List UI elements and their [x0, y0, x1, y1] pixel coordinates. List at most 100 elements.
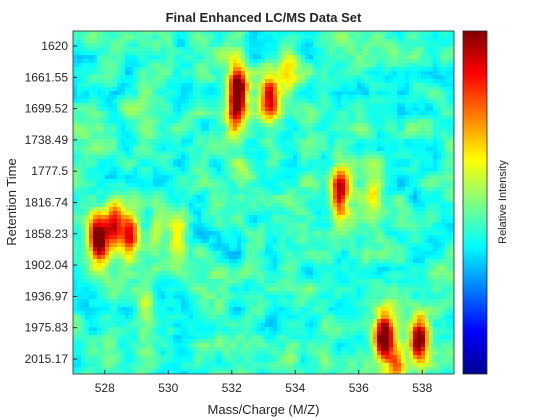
heatmap-cell — [109, 143, 114, 148]
heatmap-cell — [101, 83, 106, 88]
heatmap-cell — [421, 231, 426, 236]
heatmap-cell — [385, 195, 390, 200]
heatmap-cell — [381, 51, 386, 56]
heatmap-cell — [165, 207, 170, 212]
heatmap-cell — [333, 139, 338, 144]
heatmap-cell — [249, 31, 254, 36]
heatmap-cell — [353, 135, 358, 140]
heatmap-cell — [241, 231, 246, 236]
heatmap-cell — [429, 223, 434, 228]
heatmap-cell — [81, 159, 86, 164]
heatmap-cell — [249, 55, 254, 60]
heatmap-cell — [321, 63, 326, 68]
heatmap-cell — [393, 227, 398, 232]
heatmap-cell — [441, 207, 446, 212]
heatmap-cell — [249, 159, 254, 164]
heatmap-cell — [85, 239, 90, 244]
heatmap-cell — [93, 155, 98, 160]
heatmap-cell — [209, 115, 214, 120]
heatmap-cell — [437, 235, 442, 240]
heatmap-cell — [249, 151, 254, 156]
heatmap-cell — [417, 183, 422, 188]
heatmap-cell — [73, 227, 78, 232]
heatmap-cell — [173, 59, 178, 64]
heatmap-cell — [377, 139, 382, 144]
heatmap-cell — [325, 171, 330, 176]
heatmap-cell — [261, 171, 266, 176]
heatmap-cell — [385, 123, 390, 128]
heatmap-cell — [205, 39, 210, 44]
heatmap-cell — [361, 203, 366, 208]
heatmap-cell — [417, 187, 422, 192]
heatmap-cell — [321, 123, 326, 128]
heatmap-cell — [309, 159, 314, 164]
heatmap-cell — [121, 195, 126, 200]
heatmap-cell — [365, 151, 370, 156]
heatmap-cell — [121, 91, 126, 96]
heatmap-cell — [441, 135, 446, 140]
heatmap-cell — [385, 75, 390, 80]
heatmap-cell — [281, 159, 286, 164]
heatmap-cell — [257, 59, 262, 64]
heatmap-cell — [301, 143, 306, 148]
heatmap-cell — [205, 87, 210, 92]
heatmap-cell — [221, 31, 226, 36]
heatmap-cell — [437, 199, 442, 204]
heatmap-cell — [225, 131, 230, 136]
heatmap-cell — [285, 159, 290, 164]
heatmap-cell — [257, 219, 262, 224]
heatmap-cell — [209, 203, 214, 208]
heatmap-cell — [357, 175, 362, 180]
heatmap-cell — [353, 123, 358, 128]
heatmap-cell — [145, 155, 150, 160]
heatmap-cell — [101, 47, 106, 52]
heatmap-cell — [257, 203, 262, 208]
heatmap-cell — [197, 67, 202, 72]
heatmap-cell — [201, 119, 206, 124]
heatmap-cell — [441, 71, 446, 76]
heatmap-cell — [249, 171, 254, 176]
heatmap-cell — [433, 83, 438, 88]
heatmap-cell — [253, 131, 258, 136]
heatmap-cell — [241, 183, 246, 188]
heatmap-cell — [453, 231, 454, 236]
heatmap-cell — [237, 99, 242, 104]
heatmap-cell — [93, 211, 98, 216]
heatmap-cell — [337, 39, 342, 44]
heatmap-cell — [249, 99, 254, 104]
heatmap-cell — [169, 223, 174, 228]
heatmap-cell — [97, 171, 102, 176]
heatmap-cell — [393, 47, 398, 52]
heatmap-cell — [401, 95, 406, 100]
heatmap-cell — [181, 139, 186, 144]
heatmap-cell — [77, 79, 82, 84]
heatmap-cell — [385, 119, 390, 124]
heatmap-cell — [125, 55, 130, 60]
heatmap-cell — [89, 115, 94, 120]
heatmap-cell — [341, 123, 346, 128]
heatmap-cell — [85, 63, 90, 68]
heatmap-cell — [93, 55, 98, 60]
heatmap-cell — [297, 143, 302, 148]
heatmap-cell — [269, 135, 274, 140]
heatmap-cell — [241, 39, 246, 44]
heatmap-cell — [429, 115, 434, 120]
heatmap-cell — [293, 195, 298, 200]
heatmap-cell — [289, 71, 294, 76]
heatmap-cell — [385, 171, 390, 176]
heatmap-cell — [161, 115, 166, 120]
heatmap-cell — [109, 223, 114, 228]
heatmap-cell — [297, 207, 302, 212]
heatmap-cell — [229, 179, 234, 184]
heatmap-cell — [445, 215, 450, 220]
heatmap-cell — [389, 227, 394, 232]
heatmap-cell — [185, 91, 190, 96]
heatmap-cell — [225, 143, 230, 148]
heatmap-cell — [125, 167, 130, 172]
heatmap-cell — [437, 207, 442, 212]
heatmap-cell — [201, 159, 206, 164]
heatmap-cell — [373, 155, 378, 160]
heatmap-cell — [245, 135, 250, 140]
heatmap-cell — [341, 87, 346, 92]
heatmap-cell — [377, 167, 382, 172]
